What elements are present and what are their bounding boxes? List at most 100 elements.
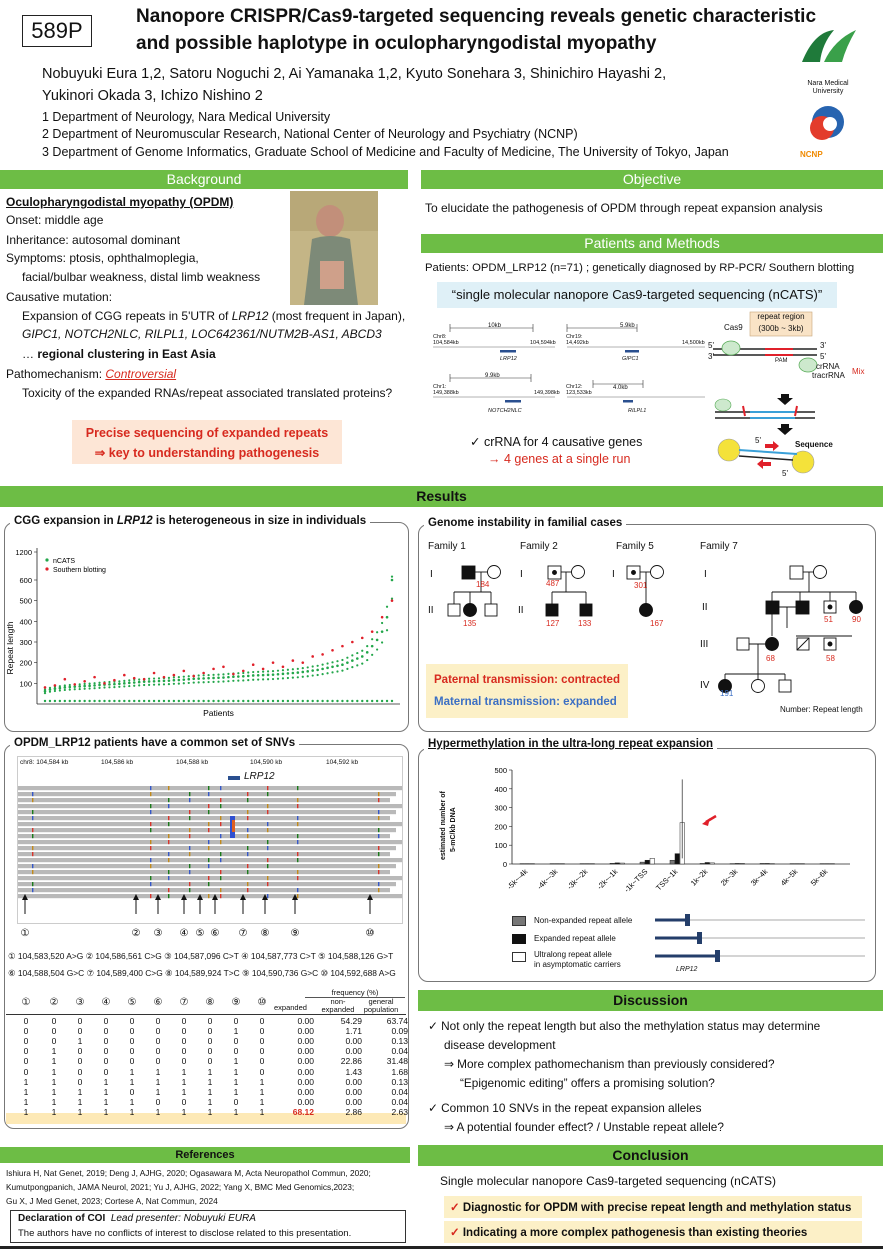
- genotype-cell: 1: [181, 1106, 187, 1117]
- locus3-gene: NOTCH2NLC: [488, 408, 522, 414]
- nara-logo: [802, 30, 856, 62]
- snv-mismatch: [378, 834, 380, 839]
- genotype-cell: 0: [207, 1046, 213, 1057]
- genotype-cell: 0: [259, 1016, 265, 1026]
- ncats-baseline-point: [281, 699, 285, 703]
- ncats-point: [133, 684, 136, 687]
- y-tick-label: 400: [19, 617, 32, 626]
- x-tick-label: -1k~TSS: [622, 867, 649, 894]
- snv-marker: ②: [132, 928, 141, 939]
- ncats-baseline-point: [152, 699, 156, 703]
- discussion-heading: Discussion: [418, 990, 883, 1011]
- x-tick-label: -5k~-4k: [505, 867, 529, 891]
- diag-5a: 5': [708, 341, 714, 350]
- snv-mismatch: [189, 816, 191, 821]
- ncats-point: [43, 688, 47, 691]
- genotype-cell: 0: [77, 1026, 83, 1037]
- snv-mismatch: [150, 810, 152, 815]
- southern-blot-point: [93, 675, 96, 679]
- ncats-baseline-point: [53, 699, 57, 703]
- ncats-point: [148, 683, 151, 686]
- check-single-run: → 4 genes at a single run: [488, 452, 631, 466]
- genotype-cell: 1: [259, 1096, 265, 1107]
- ncats-point: [390, 575, 394, 578]
- ncats-point: [128, 679, 131, 682]
- genotype-cell: 1: [51, 1046, 57, 1057]
- snv-mismatch: [378, 870, 380, 875]
- genotype-cell: 1: [207, 1096, 213, 1107]
- ncats-point: [380, 621, 384, 625]
- snv-mismatch: [32, 864, 34, 869]
- ncats-point: [296, 667, 299, 670]
- southern-blot-point: [182, 669, 186, 673]
- genotype-cell: 0: [23, 1026, 29, 1037]
- table-marker-header: ②: [49, 997, 59, 1008]
- snv-mismatch: [220, 876, 222, 881]
- read-track: [18, 834, 390, 839]
- genotype-cell: 0: [51, 1016, 57, 1026]
- ncats-point: [217, 676, 220, 680]
- snv-mismatch: [208, 792, 210, 797]
- read-track: [18, 858, 402, 863]
- locus1-gene: LRP12: [500, 356, 517, 362]
- igv-gene-arrow: [228, 776, 240, 780]
- table-header-line: [6, 1014, 406, 1015]
- southern-blot-point: [321, 653, 324, 656]
- bg-cluster: … regional clustering in East Asia: [22, 347, 216, 361]
- locus1-end: 104,594kb: [530, 340, 556, 346]
- snv-mismatch: [267, 864, 269, 869]
- ncats-baseline-point: [157, 699, 161, 703]
- ncats-point: [266, 670, 270, 673]
- check-crrna: ✓ crRNA for 4 causative genes: [470, 435, 643, 449]
- genotype-cell: 1: [103, 1076, 109, 1087]
- ncats-point: [247, 671, 250, 674]
- snv-mismatch: [378, 864, 380, 869]
- snv-mismatch: [247, 888, 249, 893]
- y-tick-label: 500: [494, 766, 507, 775]
- ncats-point: [157, 679, 161, 683]
- y-tick-label: 200: [19, 659, 32, 668]
- ncats-baseline-point: [217, 699, 220, 703]
- x-tick-label: 2k~3k: [719, 867, 740, 888]
- table-marker-header: ⑤: [127, 997, 137, 1008]
- snv-mismatch: [150, 828, 152, 833]
- ncats-baseline-point: [356, 699, 359, 703]
- ncats-baseline-point: [123, 699, 126, 703]
- poster-id: 589P: [22, 15, 92, 47]
- ncats-baseline-point: [197, 699, 200, 703]
- ncats-baseline-point: [182, 699, 185, 703]
- ncats-point: [68, 683, 71, 687]
- ncats-baseline-point: [286, 699, 290, 703]
- methylation-bar: [639, 861, 645, 865]
- genotype-cell: 0: [23, 1056, 29, 1067]
- diag-sequence: Sequence: [795, 440, 833, 449]
- diag-mix: Mix: [852, 367, 865, 376]
- genotype-cell: 0: [207, 1016, 213, 1026]
- genotype-cell: 0: [155, 1026, 161, 1037]
- ncats-baseline-point: [351, 699, 354, 703]
- num-f7d: 58: [826, 654, 835, 663]
- frequency-cell: 0.04: [391, 1046, 408, 1057]
- southern-blot-point: [351, 640, 354, 644]
- ncats-point: [341, 658, 344, 662]
- ncats-point: [68, 685, 72, 689]
- ncats-point: [385, 605, 389, 608]
- objective-text: To elucidate the pathogenesis of OPDM th…: [425, 201, 823, 215]
- table-marker-header: ⑧: [205, 997, 215, 1008]
- ncats-baseline-point: [113, 699, 116, 703]
- ncats-point: [197, 681, 200, 684]
- snv-mismatch: [220, 852, 222, 857]
- bg-symptoms2: facial/bulbar weakness, distal limb weak…: [22, 270, 261, 284]
- diag-crrna: crRNA: [816, 362, 840, 371]
- num-f2c: 133: [578, 619, 592, 628]
- ncats-point: [182, 682, 185, 685]
- southern-blot-point: [271, 661, 275, 664]
- snv-marker: ⑩: [366, 928, 375, 939]
- num-f7a: 51: [824, 615, 833, 624]
- ncats-baseline-point: [252, 699, 255, 703]
- ncats-point: [202, 674, 205, 677]
- ncats-baseline-point: [366, 699, 369, 703]
- ncats-point: [251, 674, 255, 677]
- locus2-end: 14,500kb: [682, 340, 705, 346]
- genotype-cell: 0: [233, 1046, 239, 1057]
